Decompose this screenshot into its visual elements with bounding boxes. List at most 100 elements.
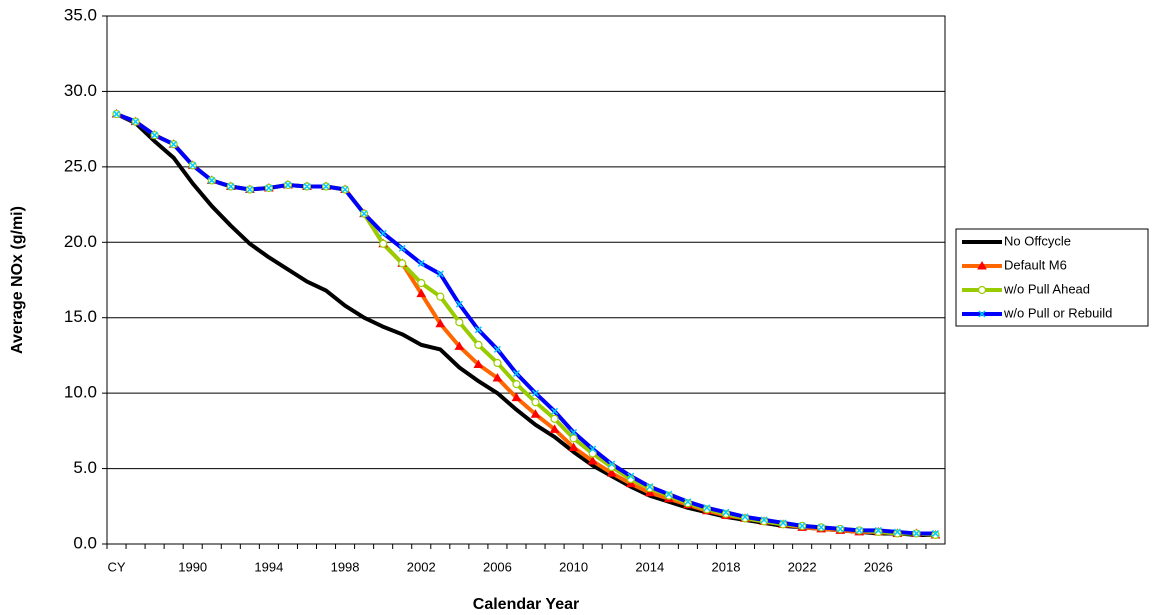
y-tick-label: 10.0	[64, 383, 97, 402]
legend-box	[955, 228, 1149, 327]
data-point	[741, 513, 749, 521]
data-point	[493, 358, 502, 368]
data-point	[379, 239, 388, 248]
data-point	[608, 460, 616, 468]
data-point	[855, 526, 863, 534]
x-tick-label: 1990	[178, 559, 207, 574]
data-point	[151, 131, 159, 139]
x-tick-label: CY	[107, 559, 125, 574]
data-point	[587, 456, 598, 465]
data-point	[512, 370, 521, 378]
data-point	[589, 445, 597, 453]
data-point	[398, 259, 407, 268]
data-point	[760, 516, 768, 524]
data-point	[112, 110, 121, 118]
y-axis-title: Average NOx (g/mi)	[9, 206, 26, 354]
data-point	[665, 490, 673, 498]
data-point	[492, 373, 503, 382]
data-point	[398, 244, 406, 252]
data-point	[702, 505, 712, 514]
x-tick-label: 2018	[712, 559, 741, 574]
data-point	[874, 526, 882, 534]
data-point	[493, 345, 501, 353]
data-point	[436, 270, 444, 278]
x-tick-label: 2002	[407, 559, 436, 574]
x-tick-label: 1994	[254, 559, 283, 574]
data-point	[551, 407, 559, 415]
data-point	[893, 528, 901, 536]
y-tick-label: 35.0	[64, 5, 97, 24]
data-point	[722, 508, 730, 516]
data-point	[817, 523, 825, 531]
data-point	[549, 424, 560, 433]
data-point	[284, 181, 292, 189]
legend-label: w/o Pull Ahead	[1003, 281, 1090, 296]
data-point	[208, 176, 216, 184]
data-point	[531, 389, 540, 397]
data-point	[189, 161, 197, 169]
data-point	[454, 341, 465, 350]
data-point	[569, 434, 578, 443]
data-point	[322, 182, 330, 190]
x-tick-label: 2014	[635, 559, 664, 574]
y-tick-label: 20.0	[64, 232, 97, 251]
x-tick-label: 2010	[559, 559, 588, 574]
data-point	[512, 379, 521, 389]
data-point	[912, 529, 920, 537]
data-point	[473, 359, 484, 368]
data-point	[664, 491, 673, 500]
legend-marker	[977, 260, 987, 270]
y-tick-label: 30.0	[64, 81, 97, 100]
data-point	[893, 529, 902, 538]
data-point	[721, 509, 731, 518]
data-point	[417, 259, 425, 267]
data-point	[227, 182, 235, 190]
data-point	[779, 519, 787, 527]
data-point	[568, 442, 579, 451]
data-point	[474, 326, 482, 334]
data-point	[931, 530, 940, 540]
data-point	[246, 185, 254, 194]
x-tick-label: 1998	[331, 559, 360, 574]
data-point	[931, 529, 940, 537]
data-point	[684, 498, 692, 506]
legend-marker	[978, 310, 986, 318]
y-tick-label: 15.0	[64, 307, 97, 326]
data-point	[360, 210, 368, 218]
data-point	[683, 499, 692, 508]
data-point	[646, 483, 654, 491]
data-point	[474, 340, 483, 349]
data-point	[265, 184, 273, 192]
data-point	[779, 520, 788, 529]
data-point	[550, 414, 559, 423]
data-point	[435, 318, 446, 328]
data-point	[455, 318, 464, 327]
y-tick-label: 25.0	[64, 156, 97, 175]
plot-area	[106, 15, 946, 545]
x-tick-label: 2006	[483, 559, 512, 574]
data-point	[530, 409, 541, 418]
x-axis-title: Calendar Year	[473, 596, 579, 613]
data-point	[740, 514, 750, 523]
y-tick-label: 0.0	[73, 533, 97, 552]
data-point	[416, 288, 427, 298]
data-point	[511, 392, 522, 402]
data-point	[606, 468, 617, 477]
data-point	[703, 504, 711, 512]
data-point	[417, 278, 426, 288]
data-point	[570, 428, 578, 436]
data-point	[303, 182, 311, 190]
data-point	[627, 472, 635, 480]
data-point	[132, 118, 140, 126]
data-point	[455, 300, 463, 308]
data-point	[379, 229, 387, 237]
x-tick-label: 2026	[864, 559, 893, 574]
data-point	[759, 517, 769, 526]
legend-label: Default M6	[1004, 257, 1067, 272]
legend-label: No Offcycle	[1004, 233, 1071, 248]
data-point	[436, 292, 445, 301]
legend-marker	[977, 285, 987, 295]
data-point	[531, 398, 540, 407]
data-point	[836, 525, 844, 533]
legend-label: w/o Pull or Rebuild	[1003, 305, 1112, 320]
